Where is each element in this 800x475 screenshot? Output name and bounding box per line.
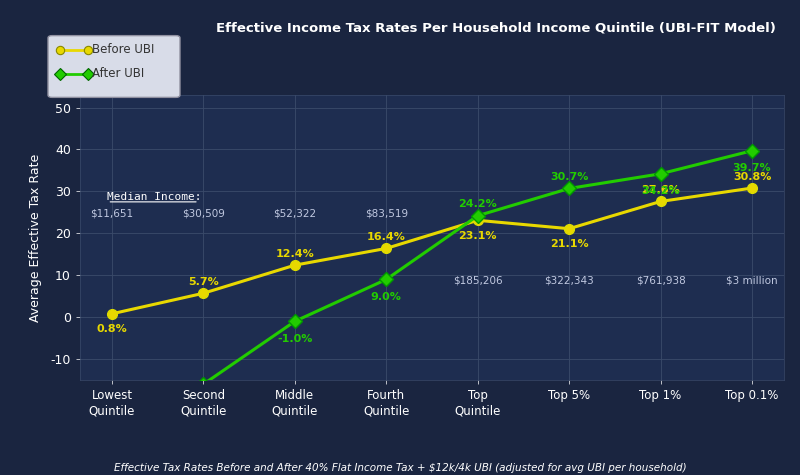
Text: $83,519: $83,519	[365, 209, 408, 218]
Text: 34.2%: 34.2%	[642, 186, 680, 196]
Text: $52,322: $52,322	[274, 209, 317, 218]
Text: 0.8%: 0.8%	[97, 324, 127, 334]
Text: $30,509: $30,509	[182, 209, 225, 218]
Text: $761,938: $761,938	[636, 276, 686, 285]
Text: 9.0%: 9.0%	[371, 292, 402, 302]
Text: 12.4%: 12.4%	[275, 249, 314, 259]
Text: 23.1%: 23.1%	[458, 231, 497, 241]
Text: Effective Income Tax Rates Per Household Income Quintile (UBI-FIT Model): Effective Income Tax Rates Per Household…	[216, 21, 776, 34]
Text: 30.8%: 30.8%	[733, 172, 771, 182]
Text: $185,206: $185,206	[453, 276, 502, 285]
Text: After UBI: After UBI	[92, 67, 144, 80]
Text: -16.0%: -16.0%	[0, 474, 1, 475]
Y-axis label: Average Effective Tax Rate: Average Effective Tax Rate	[30, 153, 42, 322]
Text: -1.0%: -1.0%	[277, 334, 313, 344]
Text: Effective Tax Rates Before and After 40% Flat Income Tax + $12k/4k UBI (adjusted: Effective Tax Rates Before and After 40%…	[114, 463, 686, 473]
Text: 39.7%: 39.7%	[733, 163, 771, 173]
Text: Before UBI: Before UBI	[92, 43, 154, 57]
Text: 5.7%: 5.7%	[188, 277, 219, 287]
Text: 30.7%: 30.7%	[550, 172, 588, 182]
Text: 21.1%: 21.1%	[550, 239, 589, 249]
Text: $11,651: $11,651	[90, 209, 134, 218]
Text: Median Income:: Median Income:	[107, 192, 202, 202]
Text: 27.6%: 27.6%	[641, 185, 680, 195]
Text: $3 million: $3 million	[726, 276, 778, 285]
Text: $322,343: $322,343	[544, 276, 594, 285]
Text: 16.4%: 16.4%	[367, 232, 406, 242]
Text: 24.2%: 24.2%	[458, 200, 497, 209]
Text: -96.8%: -96.8%	[0, 474, 1, 475]
